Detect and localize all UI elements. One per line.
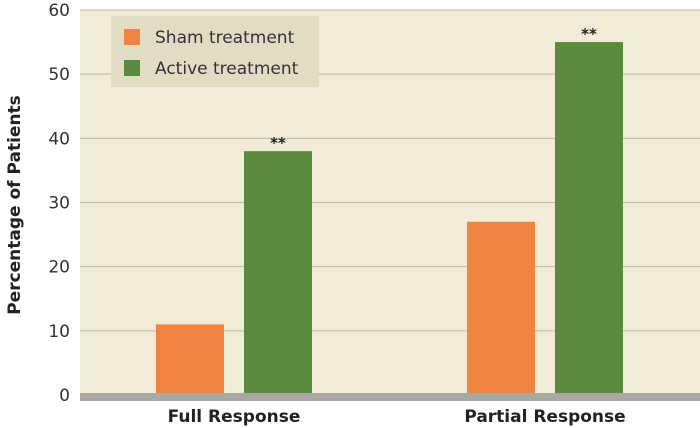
legend-label-active-treatment: Active treatment [155,59,299,79]
y-tick-label: 20 [48,258,70,278]
bar-active-treatment-full-response [244,151,312,393]
y-tick-label: 30 [48,194,70,214]
y-tick-label: 0 [59,386,70,406]
legend-label-sham-treatment: Sham treatment [155,28,295,48]
category-label-full-response: Full Response [168,407,301,427]
legend-swatch-active-treatment [124,60,140,76]
significance-marker: ** [581,25,597,43]
category-label-partial-response: Partial Response [464,407,625,427]
significance-marker: ** [270,134,286,152]
bar-active-treatment-partial-response [555,42,623,393]
legend: Sham treatment Active treatment [111,16,319,87]
x-axis-categories: Full Response Partial Response [168,407,626,427]
bar-sham-treatment-full-response [156,324,224,393]
bars [156,42,623,393]
x-axis-baseline [80,393,700,401]
y-axis-label: Percentage of Patients [5,95,25,315]
y-tick-label: 10 [48,322,70,342]
bar-sham-treatment-partial-response [467,221,535,393]
significance-annotations: ** ** [270,25,597,152]
y-tick-label: 50 [48,65,70,85]
y-tick-label: 40 [48,129,70,149]
y-axis-ticks: 0 10 20 30 40 50 60 [48,1,70,406]
legend-background [111,16,319,87]
y-tick-label: 60 [48,1,70,21]
legend-swatch-sham-treatment [124,29,140,45]
